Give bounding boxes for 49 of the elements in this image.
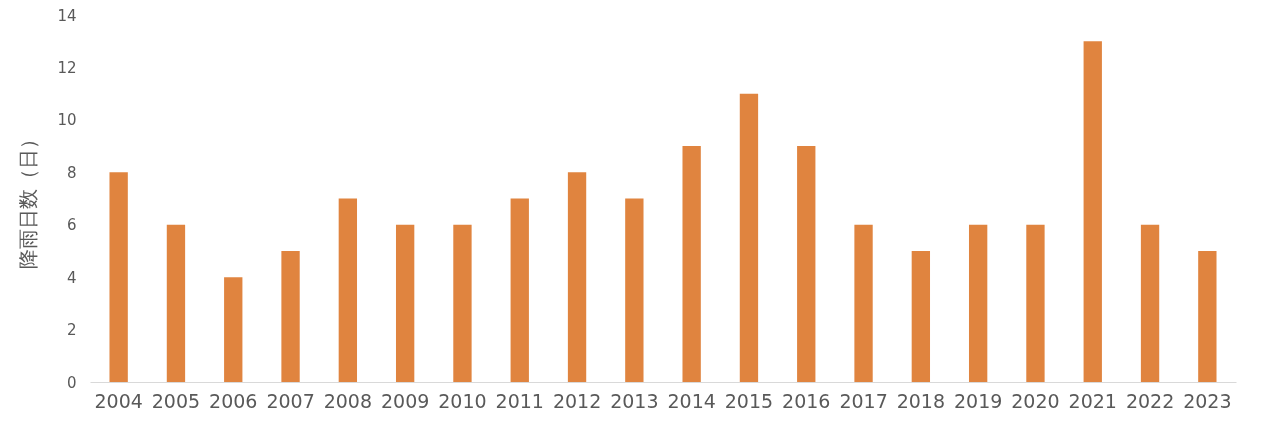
bar bbox=[682, 146, 701, 382]
y-tick-label: 14 bbox=[57, 6, 77, 25]
y-tick-label: 6 bbox=[66, 216, 77, 235]
x-tick-label: 2022 bbox=[1125, 389, 1175, 412]
x-tick-label: 2005 bbox=[151, 389, 201, 412]
bar bbox=[395, 224, 415, 382]
x-tick-label: 2018 bbox=[896, 389, 946, 412]
bar bbox=[1140, 224, 1160, 382]
y-tick-label: 10 bbox=[57, 111, 77, 130]
y-tick-label: 2 bbox=[66, 321, 77, 340]
x-tick-label: 2009 bbox=[380, 389, 430, 412]
x-tick-label: 2010 bbox=[438, 389, 487, 412]
bar bbox=[911, 250, 931, 382]
bar bbox=[1083, 41, 1102, 382]
x-tick-label: 2006 bbox=[209, 389, 258, 412]
bar bbox=[1026, 224, 1045, 382]
x-tick-label: 2020 bbox=[1011, 389, 1060, 412]
bar bbox=[567, 172, 587, 382]
x-tick-label: 2016 bbox=[782, 389, 831, 412]
x-tick-label: 2013 bbox=[610, 389, 659, 412]
y-tick-label: 4 bbox=[66, 268, 77, 287]
bar bbox=[166, 224, 186, 382]
y-tick-label: 12 bbox=[57, 58, 77, 77]
bar bbox=[281, 250, 300, 382]
bar bbox=[453, 224, 472, 382]
x-tick-label: 2019 bbox=[953, 389, 1003, 412]
x-tick-label: 2017 bbox=[839, 389, 888, 412]
x-tick-label: 2007 bbox=[266, 389, 315, 412]
bar bbox=[1198, 250, 1217, 382]
bar bbox=[625, 198, 644, 382]
x-tick-label: 2008 bbox=[323, 389, 373, 412]
y-tick-label: 0 bbox=[66, 373, 77, 392]
x-tick-label: 2014 bbox=[667, 389, 716, 412]
bar bbox=[510, 198, 529, 382]
y-tick-label: 8 bbox=[66, 163, 77, 182]
x-tick-label: 2004 bbox=[94, 389, 143, 412]
y-axis-title: 降雨日数（日） bbox=[16, 129, 41, 269]
bar bbox=[338, 198, 358, 382]
x-tick-label: 2023 bbox=[1183, 389, 1232, 412]
x-tick-label: 2021 bbox=[1068, 389, 1117, 412]
bar bbox=[739, 93, 759, 382]
x-tick-label: 2011 bbox=[495, 389, 544, 412]
bar bbox=[109, 172, 128, 382]
x-tick-label: 2012 bbox=[552, 389, 602, 412]
x-tick-label: 2015 bbox=[724, 389, 774, 412]
bar bbox=[968, 224, 988, 382]
bar bbox=[797, 146, 816, 382]
bar bbox=[854, 224, 873, 382]
bar bbox=[224, 277, 243, 382]
